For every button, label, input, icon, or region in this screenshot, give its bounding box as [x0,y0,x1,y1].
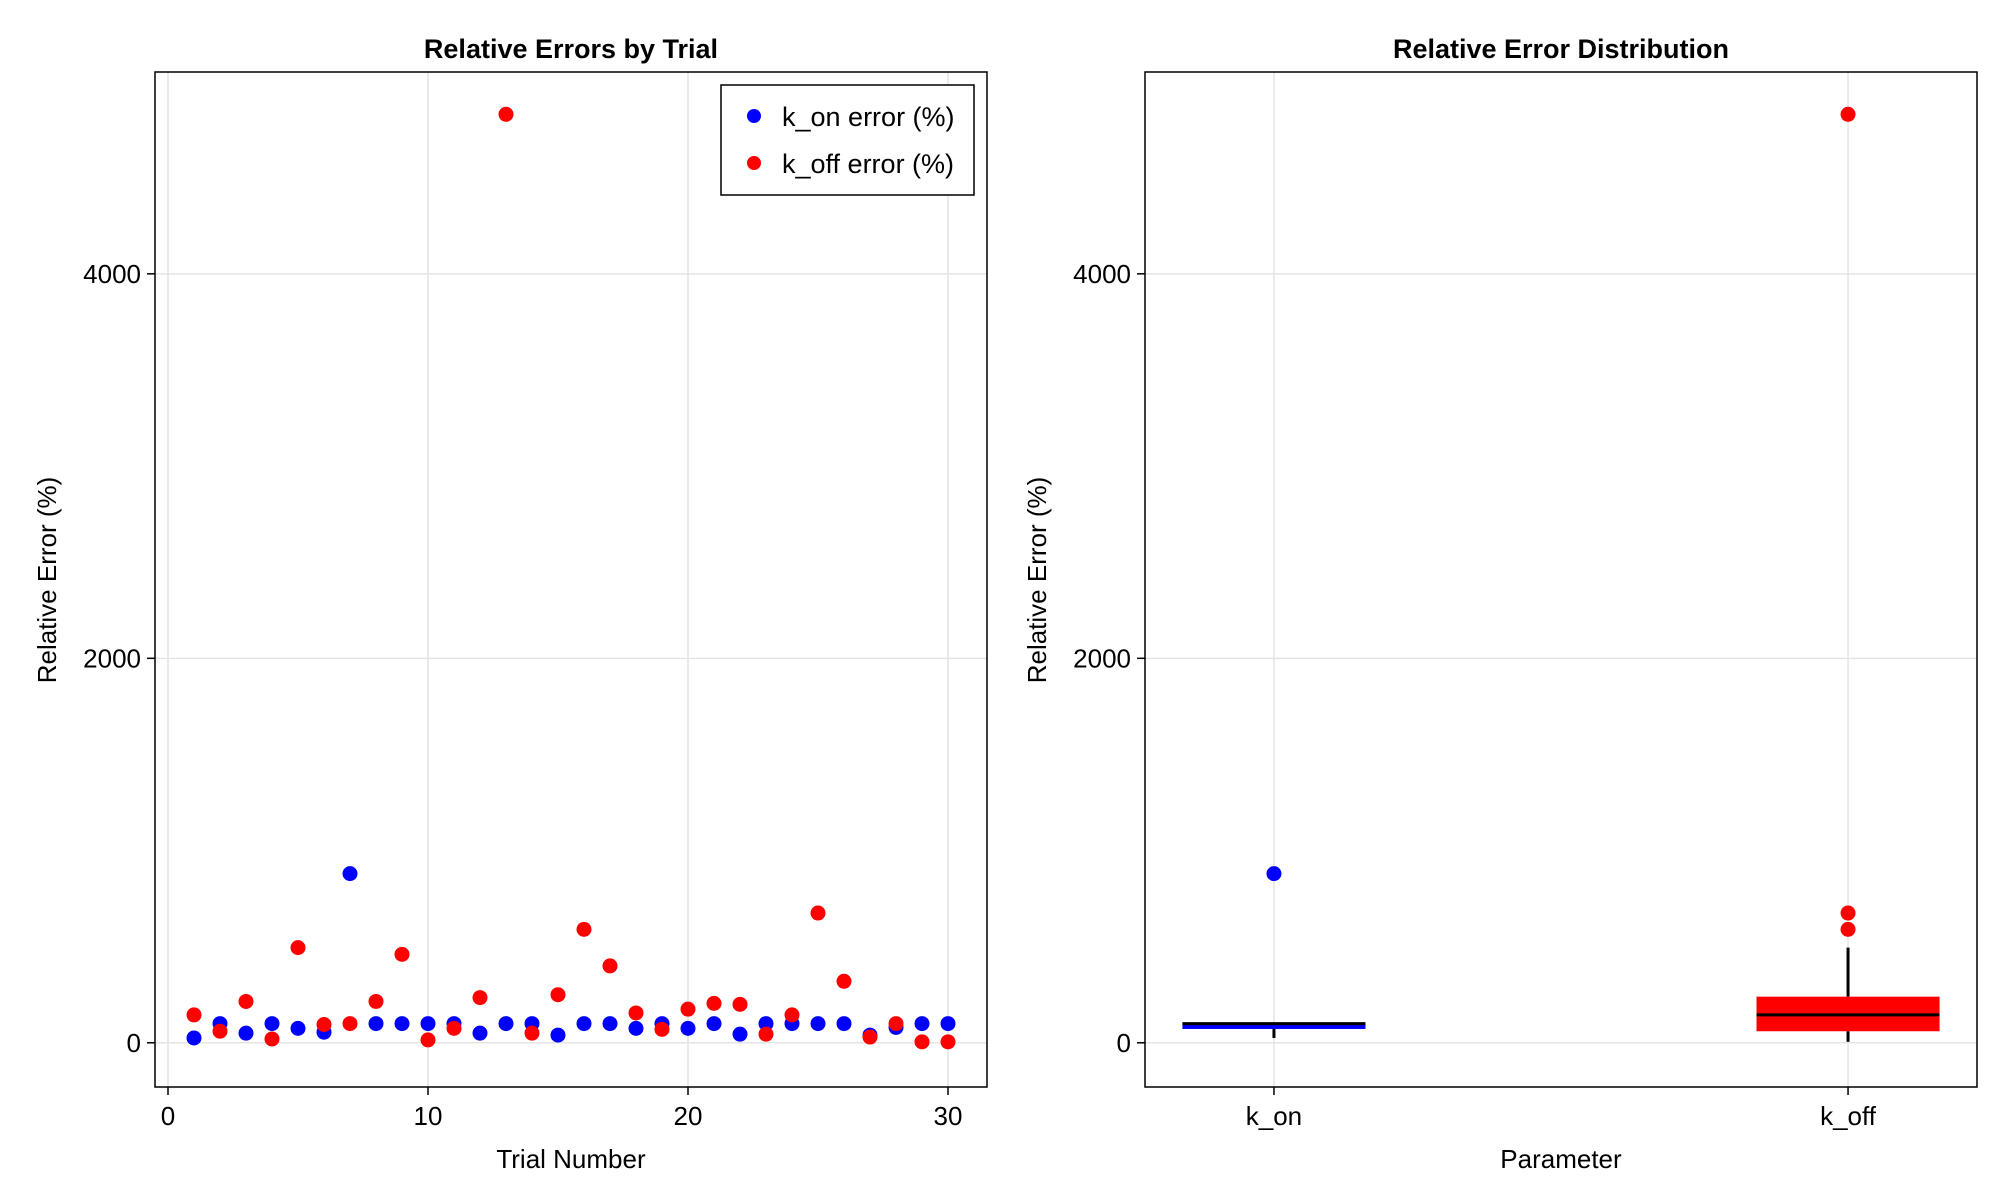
scatter-y-axis-label: Relative Error (%) [32,477,62,684]
scatter-gridlines [155,72,987,1087]
boxplot-boxes [1182,106,1940,1042]
k-on-point [732,1026,748,1042]
boxplot-panel: Relative Error Distribution k_on k_off 0 2… [1022,34,1978,1174]
k-off-point [472,990,488,1006]
x-tick-label: 30 [934,1101,963,1131]
k-off-point [758,1026,774,1042]
y-tick-label: 2000 [83,643,141,673]
k-on-point [914,1016,930,1032]
k-on-point [290,1020,306,1036]
y-tick-label: 0 [1117,1028,1131,1058]
k-off-point [368,993,384,1009]
k-off-point [524,1025,540,1041]
k-on-point [706,1016,722,1032]
k-off-point [212,1023,228,1039]
boxplot-y-axis: 0 2000 4000 [1073,259,1145,1058]
k-on-point [186,1030,202,1046]
k-on-point [264,1016,280,1032]
k-on-point [498,1016,514,1032]
legend-marker-k-on [747,109,761,123]
legend-label-k-off: k_off error (%) [782,149,954,179]
k-off-point [680,1001,696,1017]
boxplot-plot-frame [1144,71,1978,1088]
k-off-point [316,1017,332,1033]
boxplot-x-axis: k_on k_off [1246,1087,1877,1131]
k-off-point [732,996,748,1012]
k-off-point [862,1029,878,1045]
y-tick-label: 4000 [1073,259,1131,289]
y-tick-label: 0 [127,1028,141,1058]
k-on-point [472,1025,488,1041]
k-off-point [238,993,254,1009]
k-on-point [758,1016,774,1032]
k-off-point [394,946,410,962]
k-on-point [576,1016,592,1032]
scatter-x-axis-label: Trial Number [496,1144,646,1174]
k-on-point [602,1016,618,1032]
k-off-point [628,1005,644,1021]
k-off-point [888,1016,904,1032]
k-off-point [602,958,618,974]
x-tick-label: 10 [414,1101,443,1131]
k-off-point [550,987,566,1003]
k-off-outlier [1840,905,1856,921]
k-on-point [368,1016,384,1032]
k-off-point [810,905,826,921]
scatter-legend: k_on error (%) k_off error (%) [720,84,975,196]
k-off-point [576,921,592,937]
scatter-points [186,106,956,1050]
scatter-y-axis: 0 2000 4000 [83,259,155,1058]
boxplot-y-axis-label: Relative Error (%) [1022,477,1052,684]
x-tick-label: 0 [161,1101,175,1131]
k-off-point [706,995,722,1011]
scatter-plot-frame [154,71,988,1088]
k-off-point [186,1007,202,1023]
k-off-point [914,1034,930,1050]
scatter-x-axis: 0 10 20 30 [161,1087,963,1131]
k-on-point [940,1016,956,1032]
y-tick-label: 4000 [83,259,141,289]
x-tick-label: k_off [1820,1101,1877,1131]
k-off-point [342,1016,358,1032]
boxplot-title: Relative Error Distribution [1393,34,1729,64]
boxplot-gridlines [1145,72,1977,1087]
k-on-box [1182,1022,1366,1029]
k-off-point [654,1021,670,1037]
x-tick-label: k_on [1246,1101,1302,1131]
k-off-point [836,973,852,989]
k-on-point [836,1016,852,1032]
k-on-outlier [1266,866,1282,882]
k-off-point [290,940,306,956]
y-tick-label: 2000 [1073,643,1131,673]
k-on-point [550,1027,566,1043]
k-off-point [498,106,514,122]
k-off-point [264,1031,280,1047]
k-on-point [628,1020,644,1036]
scatter-panel: Relative Errors by Trial 0 10 20 30 0 2000 40… [32,34,988,1174]
k-on-point [238,1025,254,1041]
k-on-point [420,1016,436,1032]
k-on-point [680,1020,696,1036]
boxplot-x-axis-label: Parameter [1500,1144,1622,1174]
k-on-point [394,1016,410,1032]
x-tick-label: 20 [674,1101,703,1131]
k-on-point [342,866,358,882]
k-off-point [940,1034,956,1050]
legend-label-k-on: k_on error (%) [782,102,955,132]
legend-box [720,84,975,196]
legend-marker-k-off [747,156,761,170]
k-on-point [810,1016,826,1032]
k-off-point [784,1007,800,1023]
scatter-title: Relative Errors by Trial [424,34,718,64]
k-off-point [420,1032,436,1048]
k-off-point [446,1020,462,1036]
k-off-outlier [1840,921,1856,937]
k-off-outlier [1840,106,1856,122]
